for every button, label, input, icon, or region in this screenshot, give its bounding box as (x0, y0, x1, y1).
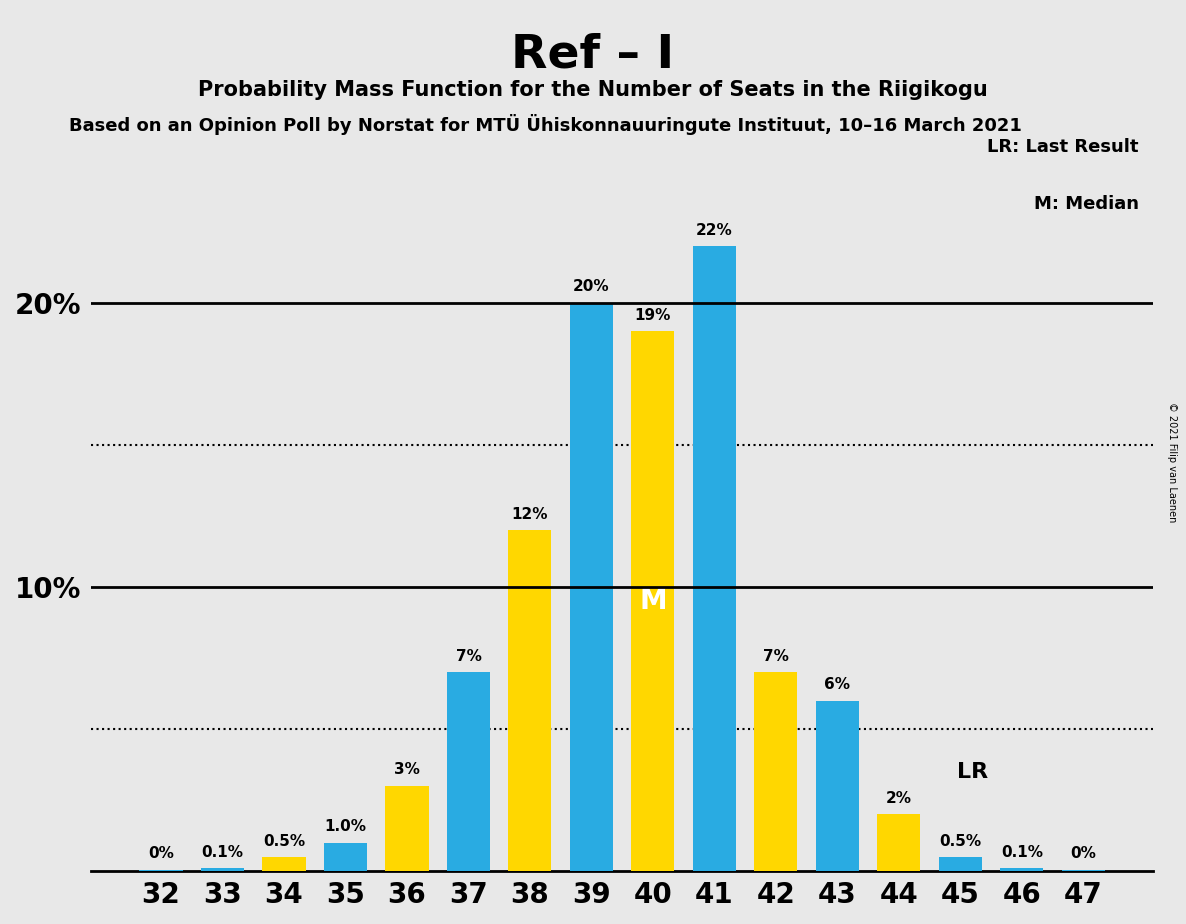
Text: LR: Last Result: LR: Last Result (987, 138, 1139, 156)
Text: 0%: 0% (1071, 846, 1096, 861)
Text: 3%: 3% (394, 762, 420, 777)
Text: 0.1%: 0.1% (202, 845, 243, 860)
Text: 0%: 0% (148, 846, 174, 861)
Text: 22%: 22% (696, 223, 733, 237)
Text: LR: LR (957, 761, 988, 782)
Text: 20%: 20% (573, 279, 610, 295)
Bar (816, 700, 859, 871)
Bar (200, 869, 244, 871)
Text: M: M (639, 588, 667, 615)
Text: 19%: 19% (635, 308, 671, 322)
Bar (509, 530, 551, 871)
Bar (385, 786, 428, 871)
Bar (1061, 869, 1105, 871)
Text: 0.5%: 0.5% (939, 833, 982, 848)
Text: Probability Mass Function for the Number of Seats in the Riigikogu: Probability Mass Function for the Number… (198, 80, 988, 101)
Text: © 2021 Filip van Laenen: © 2021 Filip van Laenen (1167, 402, 1177, 522)
Bar (693, 246, 737, 871)
Bar (140, 869, 183, 871)
Bar (324, 843, 366, 871)
Text: 12%: 12% (511, 506, 548, 522)
Text: 2%: 2% (886, 791, 912, 806)
Text: M: Median: M: Median (1034, 195, 1139, 213)
Text: 1.0%: 1.0% (325, 820, 366, 834)
Bar (262, 857, 306, 871)
Text: Based on an Opinion Poll by Norstat for MTÜ Ühiskonnauuringute Instituut, 10–16 : Based on an Opinion Poll by Norstat for … (69, 114, 1022, 135)
Bar (447, 673, 490, 871)
Bar (878, 814, 920, 871)
Bar (570, 303, 613, 871)
Text: 0.1%: 0.1% (1001, 845, 1042, 860)
Text: 0.5%: 0.5% (263, 833, 305, 848)
Text: 7%: 7% (455, 649, 482, 663)
Bar (754, 673, 797, 871)
Text: 7%: 7% (763, 649, 789, 663)
Bar (1001, 869, 1044, 871)
Text: Ref – I: Ref – I (511, 32, 675, 78)
Bar (939, 857, 982, 871)
Text: 6%: 6% (824, 677, 850, 692)
Bar (631, 332, 675, 871)
